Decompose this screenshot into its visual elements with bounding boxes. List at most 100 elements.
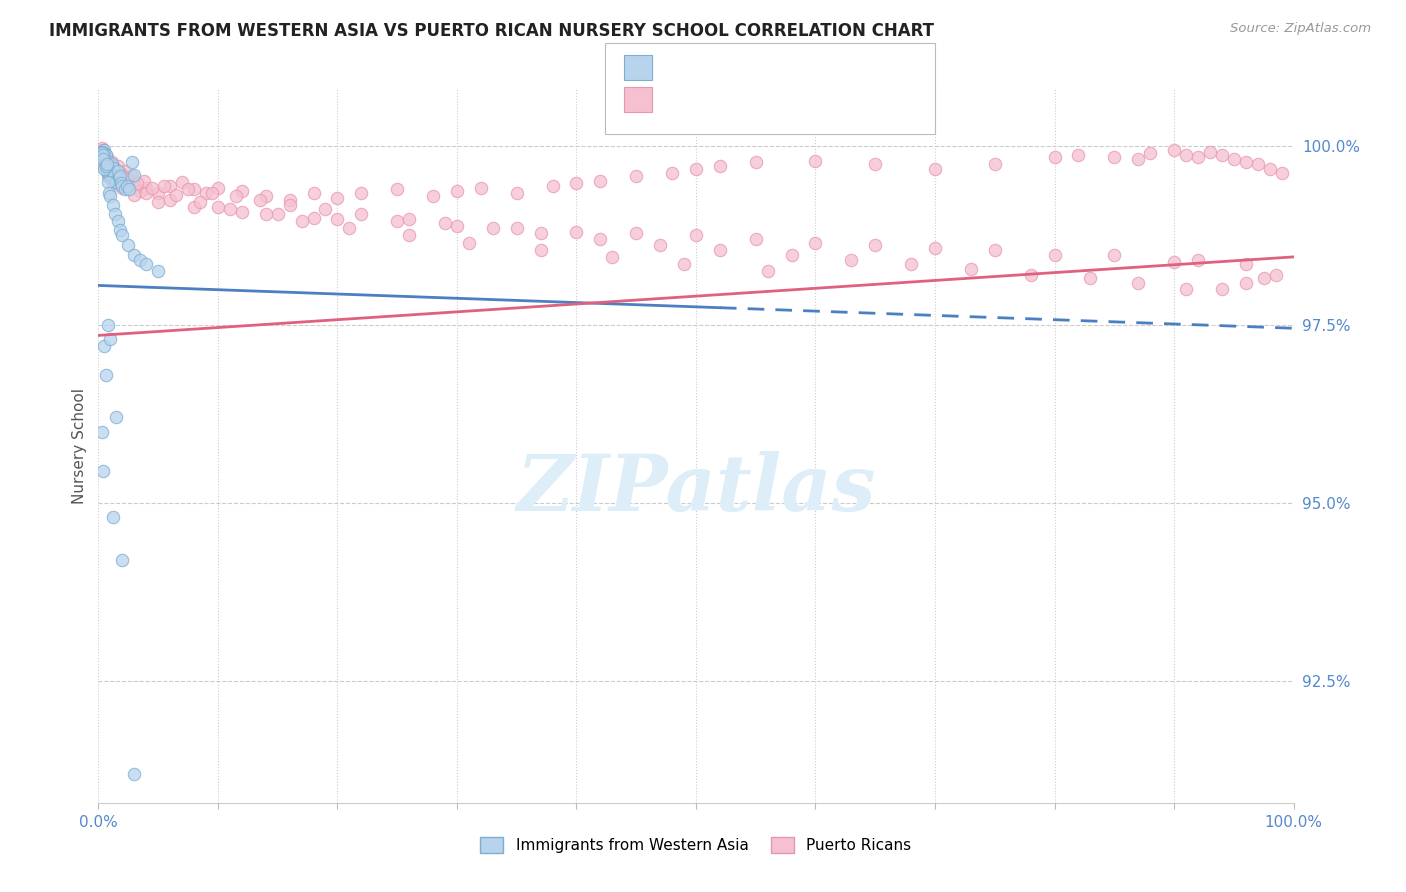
Point bbox=[125, 177, 148, 191]
Point bbox=[231, 184, 253, 198]
Point bbox=[1211, 282, 1233, 296]
Point bbox=[398, 212, 420, 227]
Point bbox=[1253, 271, 1275, 285]
Point bbox=[98, 186, 121, 200]
Point bbox=[107, 214, 129, 228]
Point bbox=[117, 177, 139, 191]
Point bbox=[458, 235, 481, 250]
Point bbox=[105, 410, 128, 425]
Point bbox=[1175, 148, 1198, 162]
Point bbox=[117, 178, 139, 193]
Point bbox=[108, 166, 131, 180]
Point bbox=[115, 178, 138, 193]
Point bbox=[326, 191, 349, 205]
Point bbox=[97, 166, 120, 180]
Point bbox=[93, 150, 115, 164]
Point bbox=[219, 202, 242, 216]
Point bbox=[121, 169, 143, 184]
Point bbox=[1043, 248, 1066, 262]
Point bbox=[124, 187, 146, 202]
Point bbox=[93, 159, 115, 173]
Point bbox=[94, 157, 117, 171]
Point bbox=[326, 212, 349, 227]
Point bbox=[1104, 150, 1126, 164]
Point bbox=[254, 189, 277, 203]
Point bbox=[709, 159, 731, 173]
Point bbox=[96, 157, 118, 171]
Point bbox=[159, 193, 181, 207]
Point bbox=[960, 262, 983, 277]
Point bbox=[350, 186, 373, 200]
Point bbox=[101, 159, 124, 173]
Point bbox=[98, 157, 121, 171]
Point bbox=[1128, 277, 1150, 291]
Point bbox=[434, 216, 457, 230]
Text: Source: ZipAtlas.com: Source: ZipAtlas.com bbox=[1230, 22, 1371, 36]
Point bbox=[302, 211, 325, 225]
Point bbox=[231, 205, 253, 219]
Text: IMMIGRANTS FROM WESTERN ASIA VS PUERTO RICAN NURSERY SCHOOL CORRELATION CHART: IMMIGRANTS FROM WESTERN ASIA VS PUERTO R… bbox=[49, 22, 934, 40]
Y-axis label: Nursery School: Nursery School bbox=[72, 388, 87, 504]
Point bbox=[115, 172, 138, 186]
Point bbox=[93, 339, 115, 353]
Point bbox=[350, 207, 373, 221]
Point bbox=[506, 186, 529, 200]
Legend: Immigrants from Western Asia, Puerto Ricans: Immigrants from Western Asia, Puerto Ric… bbox=[474, 831, 918, 859]
Point bbox=[188, 194, 211, 209]
Point bbox=[124, 173, 146, 187]
Point bbox=[780, 248, 803, 262]
Point bbox=[1139, 146, 1161, 161]
Point bbox=[107, 159, 129, 173]
Point bbox=[589, 232, 612, 246]
Point bbox=[101, 198, 124, 212]
Point bbox=[1163, 255, 1185, 269]
Point bbox=[105, 169, 128, 184]
Point bbox=[398, 228, 420, 243]
Point bbox=[183, 182, 205, 196]
Point bbox=[98, 162, 122, 177]
Point bbox=[865, 237, 887, 252]
Point bbox=[841, 253, 863, 268]
Point bbox=[98, 157, 121, 171]
Point bbox=[114, 182, 136, 196]
Point bbox=[530, 243, 553, 257]
Point bbox=[91, 143, 114, 157]
Point bbox=[96, 164, 118, 178]
Point bbox=[159, 178, 181, 193]
Text: N =: N = bbox=[799, 62, 830, 79]
Point bbox=[98, 164, 122, 178]
Point bbox=[148, 194, 170, 209]
Point bbox=[97, 169, 120, 184]
Point bbox=[91, 145, 114, 159]
Point bbox=[745, 232, 768, 246]
Point bbox=[1043, 150, 1066, 164]
Point bbox=[91, 145, 114, 159]
Point bbox=[129, 184, 152, 198]
Point bbox=[201, 186, 224, 200]
Point bbox=[541, 178, 564, 193]
Point bbox=[756, 264, 779, 278]
Point bbox=[91, 146, 114, 161]
Point bbox=[1271, 166, 1294, 180]
Point bbox=[565, 177, 588, 191]
Point bbox=[91, 146, 114, 161]
Point bbox=[984, 243, 1007, 257]
Point bbox=[207, 200, 229, 214]
Point bbox=[93, 150, 115, 164]
Point bbox=[1187, 150, 1209, 164]
Point bbox=[673, 257, 696, 271]
Point bbox=[121, 155, 143, 169]
Point bbox=[1019, 268, 1042, 282]
Point bbox=[249, 193, 271, 207]
Point bbox=[124, 168, 146, 182]
Point bbox=[93, 162, 115, 177]
Point bbox=[98, 162, 122, 177]
Point bbox=[254, 207, 277, 221]
Point bbox=[1175, 282, 1198, 296]
Text: -0.039: -0.039 bbox=[721, 62, 780, 79]
Text: 60: 60 bbox=[848, 62, 870, 79]
Point bbox=[1234, 155, 1257, 169]
Point bbox=[385, 214, 409, 228]
Point bbox=[172, 175, 194, 189]
Point bbox=[148, 264, 170, 278]
